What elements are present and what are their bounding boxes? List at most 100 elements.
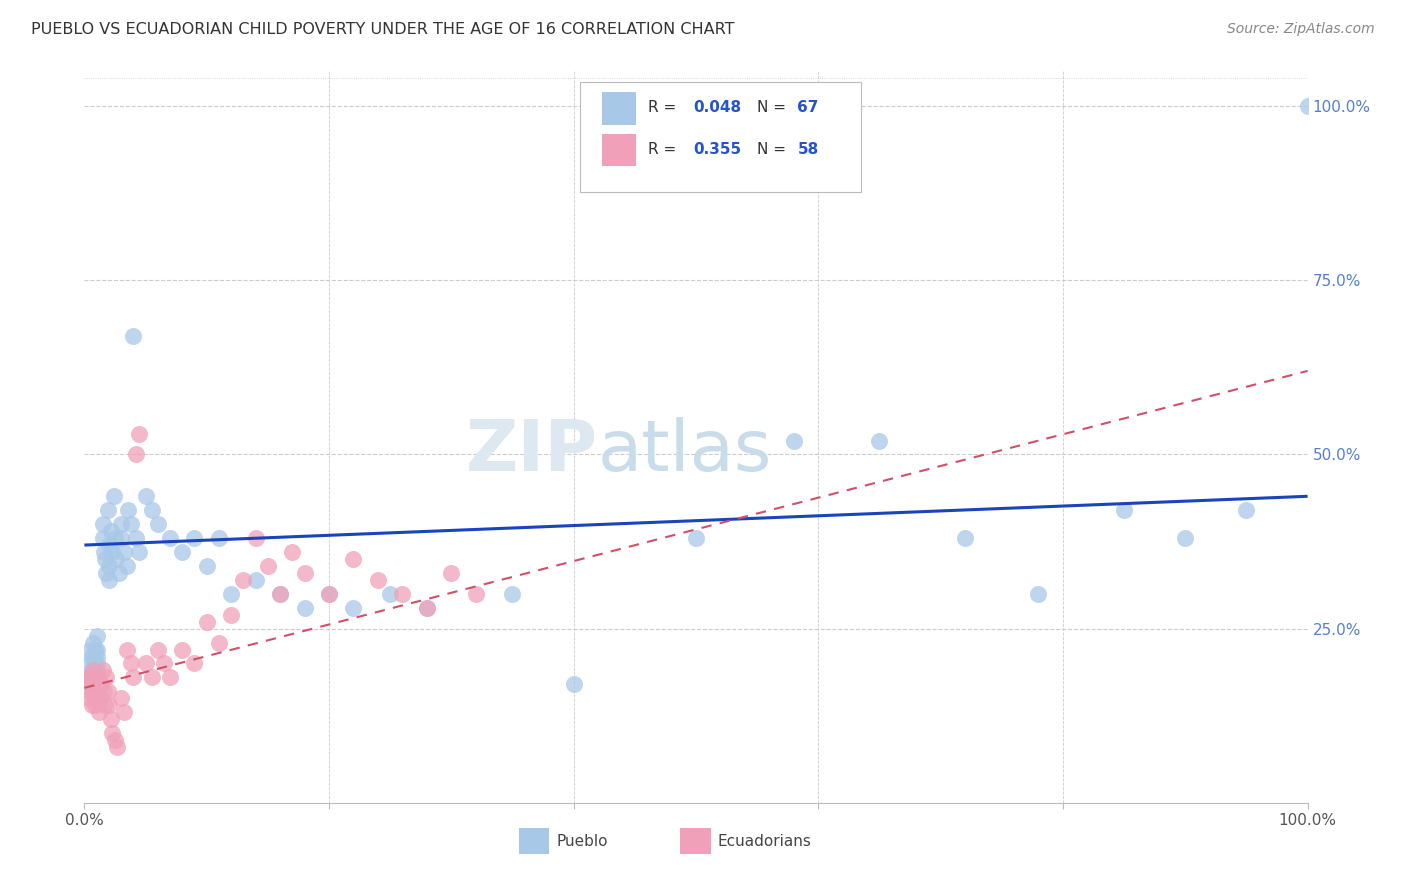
Point [110,691,132,706]
Point [100,524,122,538]
FancyBboxPatch shape [579,82,860,192]
Point [97,503,120,517]
Point [232,573,254,587]
Point [82,664,104,678]
Point [89,691,111,706]
Point [245,573,267,587]
Point [257,558,280,573]
Point [112,545,135,559]
Point [281,545,304,559]
Point [91,531,114,545]
Point [79,691,101,706]
Point [294,600,316,615]
Point [82,684,104,698]
Text: N =: N = [758,100,792,115]
Point [380,587,402,601]
Point [318,587,340,601]
Point [86,691,108,706]
Bar [519,829,550,854]
Point [103,489,125,503]
Point [110,517,132,532]
Point [80,664,103,678]
Text: 58: 58 [797,142,818,157]
Point [159,531,181,545]
Point [953,531,976,545]
Point [195,615,218,629]
Point [86,657,108,671]
Text: Ecuadorians: Ecuadorians [718,834,811,849]
Point [87,705,110,719]
Bar [681,829,710,854]
Point [1114,503,1136,517]
Point [80,698,103,713]
Point [82,677,104,691]
Point [783,434,806,448]
Point [97,558,120,573]
Point [86,642,108,657]
Point [91,517,114,532]
Text: Pueblo: Pueblo [557,834,607,849]
Text: N =: N = [758,142,792,157]
Point [122,670,145,684]
Point [135,489,157,503]
Point [93,545,115,559]
Point [141,503,163,517]
Point [86,664,108,678]
Point [105,740,128,755]
Text: 67: 67 [797,100,818,115]
Point [294,566,316,580]
Point [342,552,364,566]
Point [128,545,150,559]
Point [100,712,122,726]
Point [112,705,135,719]
Point [97,538,120,552]
Point [125,448,148,462]
Point [97,684,120,698]
Point [83,691,105,706]
Point [146,517,169,532]
Point [269,587,291,601]
Point [79,657,101,671]
Point [1174,531,1197,545]
Bar [602,92,636,125]
Point [87,677,110,691]
Text: 0.355: 0.355 [693,142,741,157]
Point [502,587,524,601]
Point [245,531,267,545]
Point [97,573,120,587]
Point [208,531,231,545]
Text: R =: R = [648,100,682,115]
Point [367,573,389,587]
Point [219,587,242,601]
Point [1236,503,1258,517]
Point [86,670,108,684]
Point [94,552,117,566]
Point [562,677,585,691]
Point [90,677,112,691]
Point [172,545,194,559]
Point [183,531,205,545]
Text: R =: R = [648,142,682,157]
Point [391,587,413,601]
Point [342,600,364,615]
Point [115,642,138,657]
Point [416,600,439,615]
Point [105,552,128,566]
Point [159,670,181,684]
Point [219,607,242,622]
Point [117,503,139,517]
Point [153,657,176,671]
Bar [602,134,636,167]
Point [83,677,105,691]
Point [135,657,157,671]
Point [83,657,105,671]
Point [96,566,118,580]
Point [83,670,105,684]
Point [195,558,218,573]
Point [104,531,127,545]
Point [101,545,124,559]
Point [122,329,145,343]
Point [86,649,108,664]
Point [120,657,142,671]
Point [1028,587,1050,601]
